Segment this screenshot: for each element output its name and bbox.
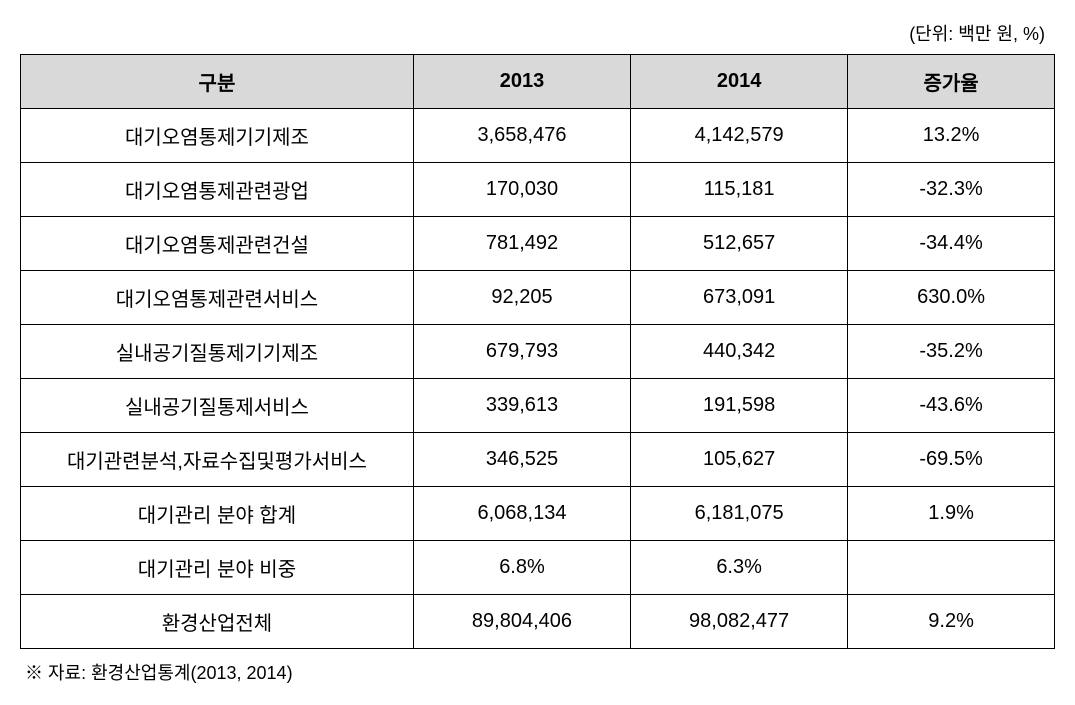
table-row: 대기오염통제기기제조 3,658,476 4,142,579 13.2% xyxy=(21,109,1055,163)
cell-rate: -34.4% xyxy=(848,217,1055,271)
cell-year1: 6,068,134 xyxy=(413,487,630,541)
cell-year1: 679,793 xyxy=(413,325,630,379)
unit-label: (단위: 백만 원, %) xyxy=(20,20,1055,46)
table-row: 환경산업전체 89,804,406 98,082,477 9.2% xyxy=(21,595,1055,649)
cell-rate: 630.0% xyxy=(848,271,1055,325)
cell-rate: -32.3% xyxy=(848,163,1055,217)
cell-year1: 3,658,476 xyxy=(413,109,630,163)
cell-year2: 115,181 xyxy=(631,163,848,217)
cell-rate: 13.2% xyxy=(848,109,1055,163)
table-row: 대기오염통제관련광업 170,030 115,181 -32.3% xyxy=(21,163,1055,217)
table-header-row: 구분 2013 2014 증가율 xyxy=(21,55,1055,109)
cell-category: 대기관리 분야 비중 xyxy=(21,541,414,595)
cell-year2: 6,181,075 xyxy=(631,487,848,541)
table-row: 대기오염통제관련건설 781,492 512,657 -34.4% xyxy=(21,217,1055,271)
header-year1: 2013 xyxy=(413,55,630,109)
cell-rate: 9.2% xyxy=(848,595,1055,649)
cell-category: 대기오염통제관련서비스 xyxy=(21,271,414,325)
cell-year2: 673,091 xyxy=(631,271,848,325)
cell-rate: 1.9% xyxy=(848,487,1055,541)
cell-category: 대기오염통제관련건설 xyxy=(21,217,414,271)
table-row: 대기관련분석,자료수집및평가서비스 346,525 105,627 -69.5% xyxy=(21,433,1055,487)
cell-year2: 4,142,579 xyxy=(631,109,848,163)
cell-year1: 346,525 xyxy=(413,433,630,487)
cell-rate: -69.5% xyxy=(848,433,1055,487)
cell-year1: 339,613 xyxy=(413,379,630,433)
cell-rate: -35.2% xyxy=(848,325,1055,379)
data-table: 구분 2013 2014 증가율 대기오염통제기기제조 3,658,476 4,… xyxy=(20,54,1055,649)
cell-year2: 105,627 xyxy=(631,433,848,487)
header-rate: 증가율 xyxy=(848,55,1055,109)
cell-category: 환경산업전체 xyxy=(21,595,414,649)
cell-year1: 92,205 xyxy=(413,271,630,325)
cell-year2: 98,082,477 xyxy=(631,595,848,649)
cell-year2: 512,657 xyxy=(631,217,848,271)
header-category: 구분 xyxy=(21,55,414,109)
cell-year2: 191,598 xyxy=(631,379,848,433)
cell-year1: 170,030 xyxy=(413,163,630,217)
cell-category: 대기관리 분야 합계 xyxy=(21,487,414,541)
footnote: ※ 자료: 환경산업통계(2013, 2014) xyxy=(20,659,1055,685)
cell-category: 대기관련분석,자료수집및평가서비스 xyxy=(21,433,414,487)
cell-year1: 6.8% xyxy=(413,541,630,595)
cell-year1: 781,492 xyxy=(413,217,630,271)
cell-rate: -43.6% xyxy=(848,379,1055,433)
table-row: 대기오염통제관련서비스 92,205 673,091 630.0% xyxy=(21,271,1055,325)
table-row: 대기관리 분야 합계 6,068,134 6,181,075 1.9% xyxy=(21,487,1055,541)
table-row: 실내공기질통제서비스 339,613 191,598 -43.6% xyxy=(21,379,1055,433)
cell-year2: 6.3% xyxy=(631,541,848,595)
cell-rate xyxy=(848,541,1055,595)
table-row: 실내공기질통제기기제조 679,793 440,342 -35.2% xyxy=(21,325,1055,379)
cell-category: 대기오염통제관련광업 xyxy=(21,163,414,217)
cell-category: 실내공기질통제서비스 xyxy=(21,379,414,433)
table-row: 대기관리 분야 비중 6.8% 6.3% xyxy=(21,541,1055,595)
cell-year2: 440,342 xyxy=(631,325,848,379)
cell-category: 실내공기질통제기기제조 xyxy=(21,325,414,379)
cell-category: 대기오염통제기기제조 xyxy=(21,109,414,163)
table-body: 대기오염통제기기제조 3,658,476 4,142,579 13.2% 대기오… xyxy=(21,109,1055,649)
header-year2: 2014 xyxy=(631,55,848,109)
cell-year1: 89,804,406 xyxy=(413,595,630,649)
